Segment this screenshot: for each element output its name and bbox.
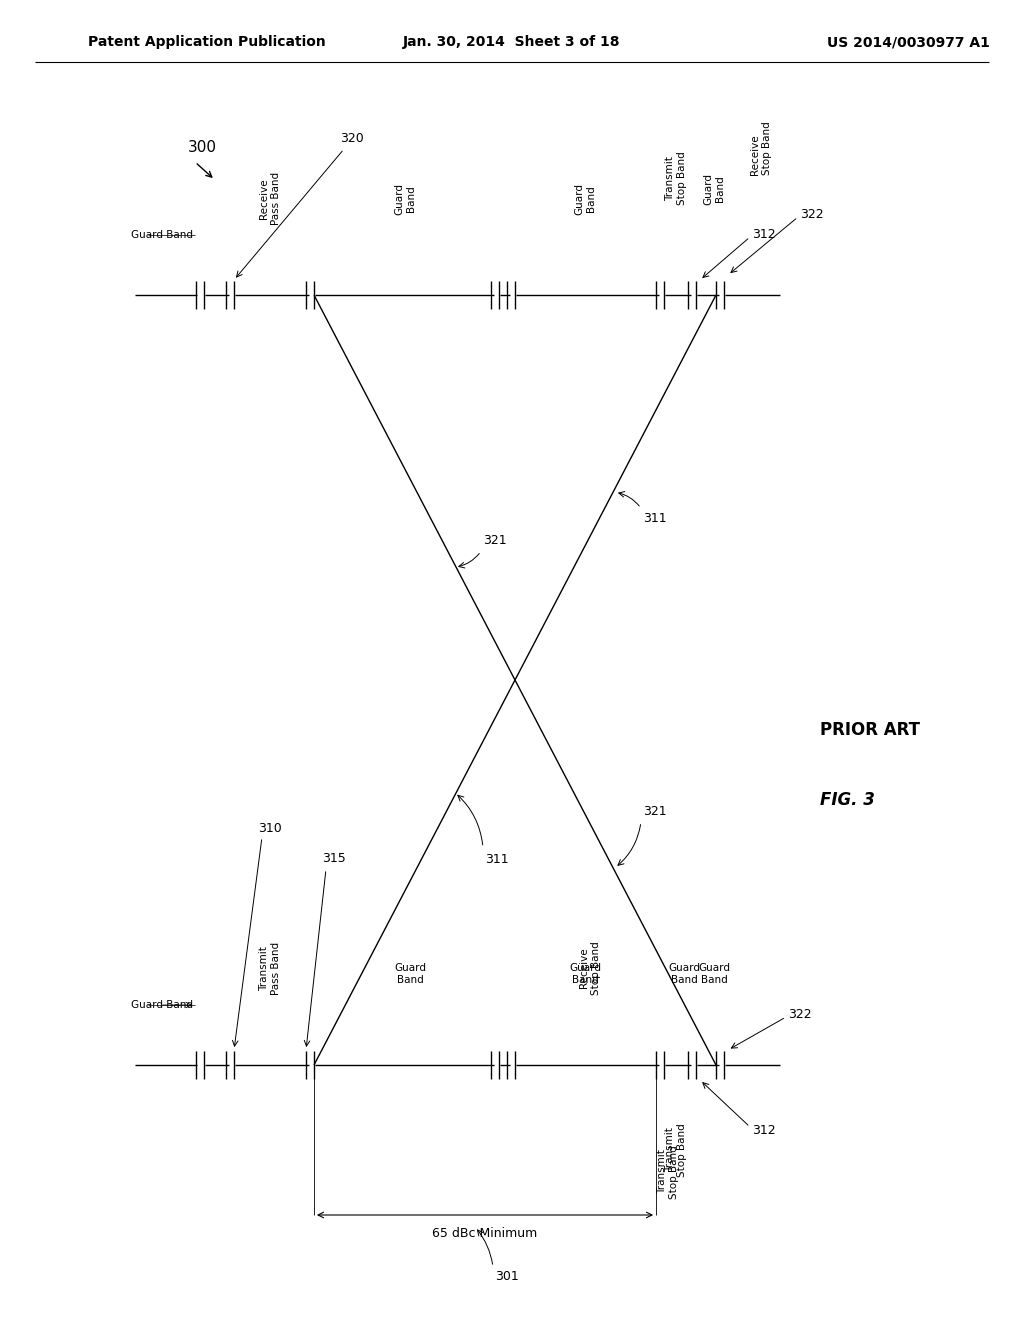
Text: 312: 312 xyxy=(752,228,775,242)
Text: 320: 320 xyxy=(340,132,364,145)
Text: Transmit
Stop Band: Transmit Stop Band xyxy=(657,1144,679,1199)
Text: 301: 301 xyxy=(495,1270,519,1283)
Text: 321: 321 xyxy=(483,535,507,548)
Text: 300: 300 xyxy=(188,140,217,154)
Text: 322: 322 xyxy=(800,209,823,222)
Text: Receive
Pass Band: Receive Pass Band xyxy=(259,172,281,224)
Text: Guard
Band: Guard Band xyxy=(394,964,426,985)
Text: PRIOR ART: PRIOR ART xyxy=(820,721,920,739)
Text: Guard
Band: Guard Band xyxy=(703,173,725,205)
Text: 322: 322 xyxy=(788,1008,812,1022)
Text: FIG. 3: FIG. 3 xyxy=(820,791,874,809)
Text: 310: 310 xyxy=(258,822,282,836)
Text: 311: 311 xyxy=(643,512,667,525)
Text: 311: 311 xyxy=(485,853,509,866)
Text: 312: 312 xyxy=(752,1123,775,1137)
Text: Guard
Band: Guard Band xyxy=(394,183,416,215)
Text: Transmit
Stop Band: Transmit Stop Band xyxy=(666,152,687,205)
Text: Guard
Band: Guard Band xyxy=(569,964,601,985)
Text: Jan. 30, 2014  Sheet 3 of 18: Jan. 30, 2014 Sheet 3 of 18 xyxy=(403,36,621,49)
Text: Receive
Stop Band: Receive Stop Band xyxy=(750,121,772,176)
Text: Transmit
Stop Band: Transmit Stop Band xyxy=(666,1123,687,1177)
Text: US 2014/0030977 A1: US 2014/0030977 A1 xyxy=(827,36,990,49)
Text: Transmit
Pass Band: Transmit Pass Band xyxy=(259,942,281,995)
Text: 65 dBc Minimum: 65 dBc Minimum xyxy=(432,1228,538,1239)
Text: Receive
Stop Band: Receive Stop Band xyxy=(580,941,601,995)
Text: Patent Application Publication: Patent Application Publication xyxy=(88,36,326,49)
Text: Guard Band: Guard Band xyxy=(131,1001,193,1010)
Text: Guard
Band: Guard Band xyxy=(698,964,730,985)
Text: 315: 315 xyxy=(322,851,346,865)
Text: Guard
Band: Guard Band xyxy=(574,183,596,215)
Text: Guard
Band: Guard Band xyxy=(668,964,700,985)
Text: Guard Band: Guard Band xyxy=(131,230,193,240)
Text: 321: 321 xyxy=(643,805,667,818)
